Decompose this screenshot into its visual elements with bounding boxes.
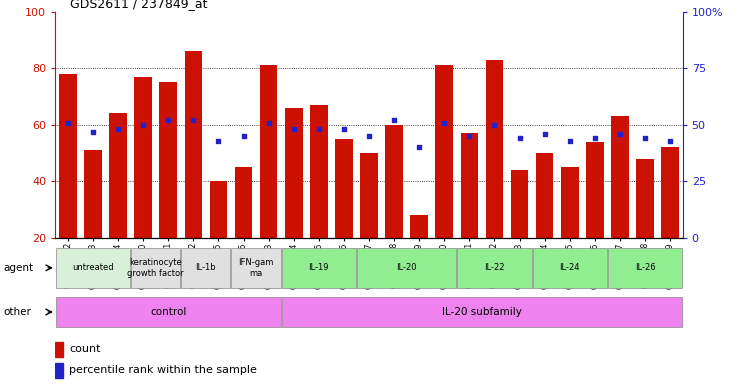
Text: GDS2611 / 237849_at: GDS2611 / 237849_at — [70, 0, 207, 10]
Bar — [260, 65, 277, 238]
Point — [187, 117, 199, 123]
Text: agent: agent — [4, 263, 34, 273]
Bar — [636, 159, 654, 238]
Bar — [55, 363, 63, 378]
Bar — [357, 248, 456, 288]
Text: count: count — [69, 344, 101, 354]
Point — [413, 144, 425, 151]
Point — [137, 122, 149, 128]
Point — [363, 133, 375, 139]
Bar — [608, 248, 682, 288]
Point — [539, 131, 551, 137]
Bar — [285, 108, 303, 238]
Bar — [282, 297, 682, 327]
Text: IL-19: IL-19 — [308, 263, 329, 272]
Bar — [56, 297, 280, 327]
Text: IL-26: IL-26 — [635, 263, 655, 272]
Bar — [232, 248, 280, 288]
Point — [338, 126, 350, 132]
Text: IL-24: IL-24 — [559, 263, 580, 272]
Text: IL-20 subfamily: IL-20 subfamily — [442, 307, 522, 317]
Bar — [461, 133, 478, 238]
Point — [263, 119, 275, 126]
Text: IL-22: IL-22 — [484, 263, 505, 272]
Bar — [486, 60, 503, 238]
Point — [639, 135, 651, 141]
Bar — [56, 248, 130, 288]
Bar — [109, 114, 127, 238]
Point — [162, 117, 174, 123]
Bar — [282, 248, 356, 288]
Bar — [210, 181, 227, 238]
Text: percentile rank within the sample: percentile rank within the sample — [69, 366, 258, 376]
Text: control: control — [150, 307, 187, 317]
Bar — [59, 74, 77, 238]
Bar — [131, 248, 180, 288]
Point — [489, 122, 500, 128]
Point — [288, 126, 300, 132]
Point — [62, 119, 74, 126]
Bar — [55, 342, 63, 357]
Bar — [536, 153, 554, 238]
Point — [438, 119, 450, 126]
Point — [238, 133, 249, 139]
Point — [514, 135, 525, 141]
Bar — [184, 51, 202, 238]
Bar — [611, 116, 629, 238]
Text: IL-1b: IL-1b — [196, 263, 216, 272]
Point — [564, 137, 576, 144]
Bar — [410, 215, 428, 238]
Bar — [533, 248, 607, 288]
Bar — [360, 153, 378, 238]
Point — [87, 129, 99, 135]
Bar — [661, 147, 679, 238]
Point — [589, 135, 601, 141]
Bar — [235, 167, 252, 238]
Bar — [84, 150, 102, 238]
Point — [388, 117, 400, 123]
Point — [213, 137, 224, 144]
Bar — [385, 125, 403, 238]
Text: untreated: untreated — [72, 263, 114, 272]
Bar — [511, 170, 528, 238]
Bar — [310, 105, 328, 238]
Bar — [586, 142, 604, 238]
Bar — [458, 248, 531, 288]
Point — [313, 126, 325, 132]
Bar — [335, 139, 353, 238]
Text: IL-20: IL-20 — [396, 263, 417, 272]
Bar — [159, 82, 177, 238]
Point — [614, 131, 626, 137]
Point — [112, 126, 124, 132]
Text: keratinocyte
growth factor: keratinocyte growth factor — [128, 258, 184, 278]
Point — [664, 137, 676, 144]
Bar — [561, 167, 579, 238]
Bar — [182, 248, 230, 288]
Text: IFN-gam
ma: IFN-gam ma — [238, 258, 274, 278]
Bar — [435, 65, 453, 238]
Point — [463, 133, 475, 139]
Text: other: other — [4, 307, 32, 317]
Bar — [134, 77, 152, 238]
